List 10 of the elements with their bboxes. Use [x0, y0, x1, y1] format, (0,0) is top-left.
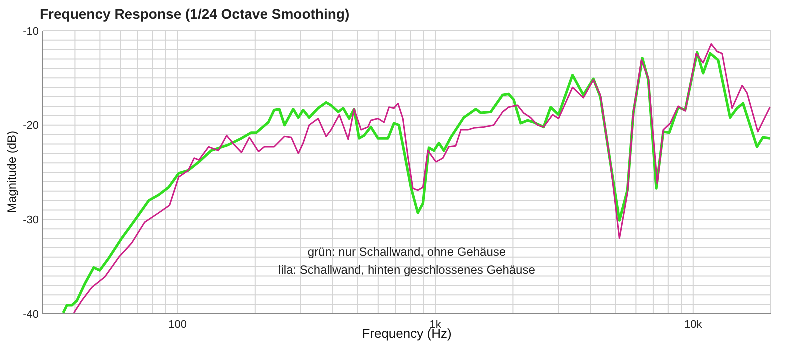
- y-tick-label: -40: [23, 308, 39, 321]
- chart-title: Frequency Response (1/24 Octave Smoothing): [40, 6, 350, 22]
- annotation: lila: Schallwand, hinten geschlossenes Gehäuse: [278, 262, 536, 279]
- y-tick-label: -30: [23, 214, 39, 227]
- y-tick-label: -20: [23, 120, 39, 132]
- x-tick-label: 10k: [684, 318, 703, 331]
- annotation: grün: nur Schallwand, ohne Gehäuse: [306, 244, 508, 261]
- y-tick-label: -10: [23, 26, 39, 38]
- x-tick-label: 100: [168, 318, 187, 331]
- y-axis-title: Magnitude (dB): [5, 130, 19, 214]
